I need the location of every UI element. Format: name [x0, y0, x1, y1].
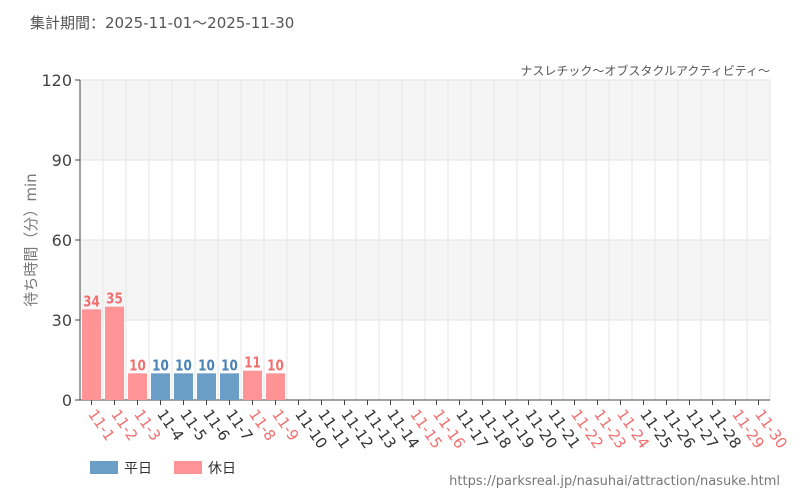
data-label: 10	[129, 357, 146, 375]
bar	[174, 373, 193, 400]
weekday-swatch	[90, 461, 118, 474]
bar	[243, 370, 262, 400]
legend: 平日 休日	[90, 458, 236, 478]
data-label: 35	[106, 290, 123, 308]
data-label: 10	[198, 357, 215, 375]
holiday-swatch	[174, 461, 202, 474]
bar	[197, 373, 216, 400]
bar	[220, 373, 239, 400]
bar	[128, 373, 147, 400]
data-label: 10	[221, 357, 238, 375]
y-tick-label: 30	[52, 311, 72, 330]
legend-item-weekday[interactable]: 平日	[90, 458, 152, 478]
y-tick-label: 120	[41, 71, 72, 90]
legend-label: 平日	[124, 461, 152, 477]
data-label: 10	[152, 357, 169, 375]
bar	[151, 373, 170, 400]
bar	[266, 373, 285, 400]
y-tick-label: 60	[52, 231, 72, 250]
legend-item-holiday[interactable]: 休日	[174, 458, 236, 478]
data-label: 34	[83, 293, 100, 311]
period-label: 集計期間：2025-11-01～2025-11-30	[30, 14, 295, 32]
bar	[105, 306, 124, 400]
data-label: 10	[267, 357, 284, 375]
y-tick-label: 0	[62, 391, 72, 410]
source-url[interactable]: https://parksreal.jp/nasuhai/attraction/…	[449, 474, 780, 489]
bar	[82, 309, 101, 400]
data-label: 10	[175, 357, 192, 375]
y-tick-label: 90	[52, 151, 72, 170]
attraction-name: ナスレチック～オブスタクルアクティビティ～	[520, 64, 770, 78]
data-label: 11	[244, 354, 261, 372]
legend-label: 休日	[208, 461, 236, 477]
y-axis-label: 待ち時間（分）min	[22, 173, 40, 306]
